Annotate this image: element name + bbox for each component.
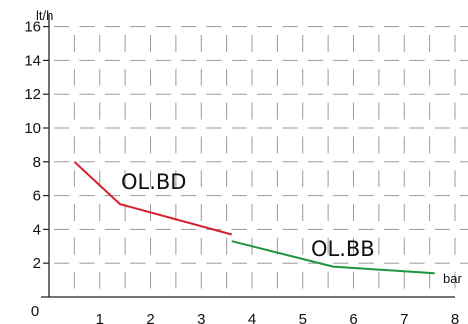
x-tick-labels: 0 1 2 3 4 5 6 7 8: [31, 303, 459, 324]
y-tick-label: 16: [24, 19, 41, 36]
x-tick-label: 6: [349, 311, 357, 324]
y-tick-label: 2: [33, 255, 41, 272]
x-tick-label: 7: [400, 311, 408, 324]
x-tick-label: 5: [299, 311, 307, 324]
y-tick-label: 10: [24, 120, 41, 137]
y-tick-label: 14: [24, 52, 41, 69]
series-lines: [73, 161, 435, 275]
y-tick-label: 6: [33, 188, 41, 205]
y-axis-unit-label: lt/h: [36, 8, 53, 23]
series-line-ol-bd: [73, 161, 232, 236]
series-label-ol-bb: OL.BB: [311, 237, 375, 261]
x-tick-label: 0: [31, 303, 39, 320]
axes: [41, 14, 455, 298]
x-axis-unit-label: bar: [443, 271, 462, 286]
grid: [48, 26, 468, 289]
series-line-ol-bb: [231, 240, 435, 275]
y-tick-label: 8: [33, 154, 41, 171]
y-tick-labels: 2 4 6 8 10 12 14 16: [24, 19, 41, 273]
x-tick-label: 2: [146, 311, 154, 324]
x-tick-label: 1: [96, 311, 104, 324]
x-tick-label: 8: [451, 311, 459, 324]
y-tick-label: 12: [24, 86, 41, 103]
x-tick-label: 3: [197, 311, 205, 324]
y-tick-label: 4: [33, 221, 41, 238]
x-tick-label: 4: [248, 311, 256, 324]
series-label-ol-bd: OL.BD: [121, 170, 186, 194]
